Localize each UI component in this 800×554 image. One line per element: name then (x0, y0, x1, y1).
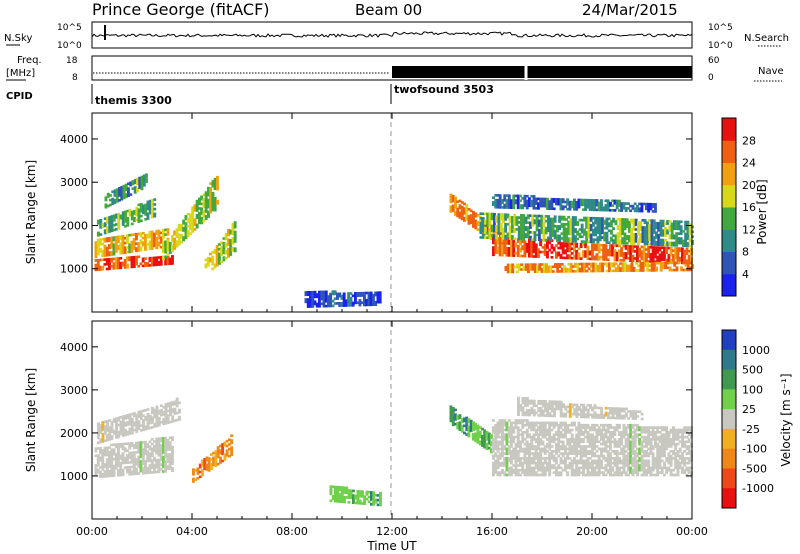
power-ytick-label: 2000 (60, 219, 88, 232)
nave-tick-bottom: 0 (708, 73, 714, 83)
velocity-ylabel: Slant Range [km] (24, 368, 38, 472)
power-colorbar-swatch (722, 118, 736, 141)
velocity-colorbar-swatch (722, 369, 736, 390)
time-xtick-label: 00:00 (76, 525, 108, 538)
velocity-colorbar-swatch (722, 349, 736, 371)
velocity-colorbar-swatch (722, 428, 736, 450)
velocity-ytick-label: 3000 (60, 384, 88, 397)
velocity-colorbar-tick: 1000 (742, 344, 770, 357)
cpid-label: CPID (6, 91, 33, 102)
nsearch-label: N.Search (744, 33, 789, 44)
cpid-row: CPID themis 3300 twofsound 3503 (6, 83, 494, 107)
beam-title: Beam 00 (355, 1, 422, 19)
freq-unit: [MHz] (6, 68, 35, 79)
velocity-panel: 1000 2000 3000 4000 Slant Range [km] 1000 50… (24, 113, 793, 553)
power-ytick-label: 4000 (60, 133, 88, 146)
freq-panel: Freq. [MHz] 18 8 60 0 Nave (6, 55, 784, 83)
power-ylabel: Slant Range [km] (24, 160, 38, 264)
power-panel: 1000 2000 3000 4000 Slant Range [km] 4 8 12 16… (24, 112, 769, 313)
velocity-ytick-label: 4000 (60, 341, 88, 354)
velocity-colorbar-label: Velocity [m s⁻¹] (779, 373, 793, 466)
velocity-colorbar-swatch (722, 330, 736, 351)
cpid-segment-0: themis 3300 (95, 94, 172, 107)
nave-trace (392, 64, 692, 80)
velocity-colorbar-tick: -500 (742, 462, 767, 475)
time-xtick-label: 12:00 (376, 525, 408, 538)
time-xtick-label: 00:00 (676, 525, 708, 538)
freq-tick-top: 18 (66, 56, 78, 66)
power-colorbar-swatch (722, 251, 736, 275)
power-colorbar-label: Power [dB] (755, 179, 769, 244)
power-colorbar-swatch (722, 162, 736, 186)
date-title: 24/Mar/2015 (582, 1, 678, 19)
velocity-colorbar-swatch (722, 488, 736, 509)
velocity-colorbar-swatch (722, 389, 736, 410)
freq-label: Freq. (17, 55, 42, 66)
time-xlabel: Time UT (366, 539, 417, 553)
power-colorbar-tick: 20 (742, 179, 756, 192)
time-xtick-label: 04:00 (176, 525, 208, 538)
power-colorbar-tick: 4 (742, 268, 749, 281)
time-xtick-label: 08:00 (276, 525, 308, 538)
power-colorbar-tick: 8 (742, 246, 749, 259)
power-colorbar-tick: 24 (742, 157, 756, 170)
nsky-tick-bottom: 10^0 (57, 41, 82, 51)
power-colorbar: 4 8 12 16 20 24 28 (721, 117, 756, 297)
velocity-ytick-label: 2000 (60, 427, 88, 440)
power-ytick-label: 3000 (60, 176, 88, 189)
time-x-ticks: 00:00 04:00 08:00 12:00 16:00 20:00 00:00 (76, 113, 708, 538)
station-title: Prince George (fitACF) (92, 0, 270, 19)
nsky-label: N.Sky (4, 33, 32, 44)
nsky-trace (91, 25, 693, 40)
velocity-colorbar-swatch (722, 468, 736, 489)
time-xtick-label: 16:00 (476, 525, 508, 538)
nsearch-tick-top: 10^5 (708, 23, 733, 33)
nave-tick-top: 60 (708, 56, 720, 66)
power-colorbar-swatch (722, 184, 736, 208)
nsearch-tick-bottom: 10^0 (708, 41, 733, 51)
velocity-colorbar-tick: 500 (742, 364, 763, 377)
velocity-colorbar-swatch (722, 409, 736, 430)
velocity-colorbar-tick: -100 (742, 443, 767, 456)
velocity-echoes (94, 396, 693, 507)
velocity-colorbar-tick: 100 (742, 383, 763, 396)
power-colorbar-tick: 12 (742, 223, 756, 236)
power-y-ticks: 1000 2000 3000 4000 (60, 133, 692, 276)
power-colorbar-swatch (722, 229, 736, 252)
velocity-colorbar: 1000 500 100 25 -25 -100 -500 -1000 (721, 329, 774, 509)
power-colorbar-tick: 28 (742, 134, 756, 147)
power-echoes (94, 173, 695, 308)
power-colorbar-tick: 16 (742, 201, 756, 214)
power-colorbar-swatch (722, 207, 736, 230)
time-xtick-label: 20:00 (576, 525, 608, 538)
power-ytick-label: 1000 (60, 263, 88, 276)
velocity-colorbar-tick: 25 (742, 403, 756, 416)
cpid-segment-1: twofsound 3503 (394, 83, 494, 96)
nsky-tick-top: 10^5 (57, 23, 82, 33)
power-colorbar-swatch (722, 273, 736, 297)
power-colorbar-swatch (722, 140, 736, 163)
freq-tick-bottom: 8 (72, 73, 78, 83)
velocity-colorbar-swatch (722, 448, 736, 469)
velocity-ytick-label: 1000 (60, 470, 88, 483)
velocity-colorbar-tick: -1000 (742, 482, 774, 495)
nsky-panel: N.Sky 10^5 10^0 10^5 10^0 N.Search (4, 21, 789, 51)
velocity-colorbar-tick: -25 (742, 423, 760, 436)
velocity-y-ticks: 1000 2000 3000 4000 (60, 341, 692, 483)
nave-label: Nave (758, 66, 784, 77)
